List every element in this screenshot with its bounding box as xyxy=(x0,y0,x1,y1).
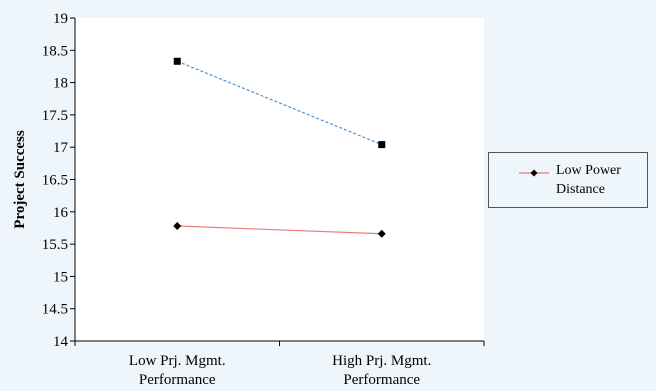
y-tick-label: 14 xyxy=(53,334,69,350)
y-tick-label: 18.5 xyxy=(42,43,68,59)
y-tick-label: 17.5 xyxy=(42,108,68,124)
data-point-square xyxy=(173,57,181,65)
series-line-0 xyxy=(177,225,382,235)
y-tick-label: 16 xyxy=(53,205,69,221)
legend-label-low-power-distance: Low Power Distance xyxy=(556,163,621,197)
y-tick-label: 19 xyxy=(53,11,68,27)
y-axis-title: Project Success xyxy=(12,130,28,229)
data-point-diamond xyxy=(173,222,182,231)
y-tick-label: 15 xyxy=(53,269,68,285)
y-tick-label: 15.5 xyxy=(42,237,68,253)
y-tick-label: 17 xyxy=(53,140,69,156)
legend-swatch-low-power-distance xyxy=(519,169,549,177)
y-tick-label: 18 xyxy=(53,76,68,92)
series-line-1 xyxy=(177,60,382,146)
data-point-diamond xyxy=(377,229,386,238)
y-tick-label: 16.5 xyxy=(42,173,68,189)
plot-area xyxy=(75,18,484,341)
data-point-square xyxy=(378,141,386,149)
y-tick-label: 14.5 xyxy=(42,302,68,318)
legend: Low Power Distance xyxy=(488,152,648,208)
x-tick-label: High Prj. Mgmt. Performance xyxy=(332,353,431,388)
x-tick-label: Low Prj. Mgmt. Performance xyxy=(129,353,226,388)
